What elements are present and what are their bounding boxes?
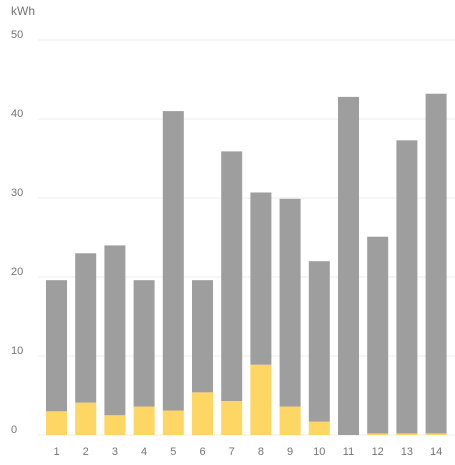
- bar-2-series-2: [75, 253, 97, 403]
- bar-14-series-2: [425, 93, 447, 434]
- bar-4-series-1: [133, 406, 155, 435]
- y-tick-label-50: 50: [11, 29, 23, 41]
- x-tick-label-14: 14: [430, 446, 442, 458]
- bar-12-series-1: [367, 433, 389, 435]
- x-tick-label-5: 5: [170, 446, 176, 458]
- gridlines: [38, 39, 455, 436]
- y-axis-unit-label: kWh: [11, 4, 35, 18]
- bar-12-series-2: [367, 236, 389, 434]
- bar-13-series-2: [396, 140, 418, 434]
- bar-3-series-2: [104, 245, 126, 416]
- bar-4-series-2: [133, 280, 155, 407]
- x-tick-label-13: 13: [401, 446, 413, 458]
- bar-11-series-2: [338, 96, 359, 435]
- bar-6-series-2: [192, 280, 213, 393]
- bar-10-series-2: [308, 261, 330, 422]
- bar-5-series-2: [162, 111, 184, 411]
- bars: [46, 93, 447, 435]
- x-tick-label-7: 7: [229, 446, 235, 458]
- x-tick-label-6: 6: [199, 446, 205, 458]
- y-tick-label-30: 30: [11, 187, 23, 199]
- bar-13-series-1: [396, 433, 418, 435]
- bar-7-series-2: [221, 151, 243, 402]
- bar-10-series-1: [308, 421, 330, 435]
- x-tick-label-3: 3: [112, 446, 118, 458]
- x-tick-label-10: 10: [313, 446, 325, 458]
- x-tick-label-2: 2: [83, 446, 89, 458]
- x-tick-label-11: 11: [343, 446, 354, 458]
- bar-1-series-2: [46, 280, 67, 412]
- y-tick-label-0: 0: [11, 424, 17, 436]
- bar-14-series-1: [425, 433, 447, 435]
- x-axis-tick-labels: 1 2 3 4 5 6 7 8 9 10 11 12 13 14: [53, 446, 442, 458]
- bar-9-series-2: [279, 198, 301, 407]
- bar-6-series-1: [192, 392, 213, 435]
- bar-8-series-2: [250, 192, 272, 365]
- bar-5-series-1: [162, 410, 184, 435]
- x-tick-label-12: 12: [372, 446, 384, 458]
- x-tick-label-4: 4: [141, 446, 147, 458]
- y-tick-label-40: 40: [11, 108, 23, 120]
- bar-3-series-1: [104, 415, 126, 435]
- x-tick-label-1: 1: [53, 446, 59, 458]
- x-tick-label-8: 8: [258, 446, 264, 458]
- x-tick-label-9: 9: [287, 446, 293, 458]
- bar-1-series-1: [46, 411, 67, 435]
- y-tick-label-20: 20: [11, 266, 23, 278]
- bar-7-series-1: [221, 401, 243, 435]
- bar-2-series-1: [75, 402, 97, 435]
- y-tick-label-10: 10: [11, 345, 23, 357]
- y-axis-tick-labels: 0 10 20 30 40 50: [11, 29, 23, 436]
- bar-9-series-1: [279, 406, 301, 435]
- bar-8-series-1: [250, 364, 272, 435]
